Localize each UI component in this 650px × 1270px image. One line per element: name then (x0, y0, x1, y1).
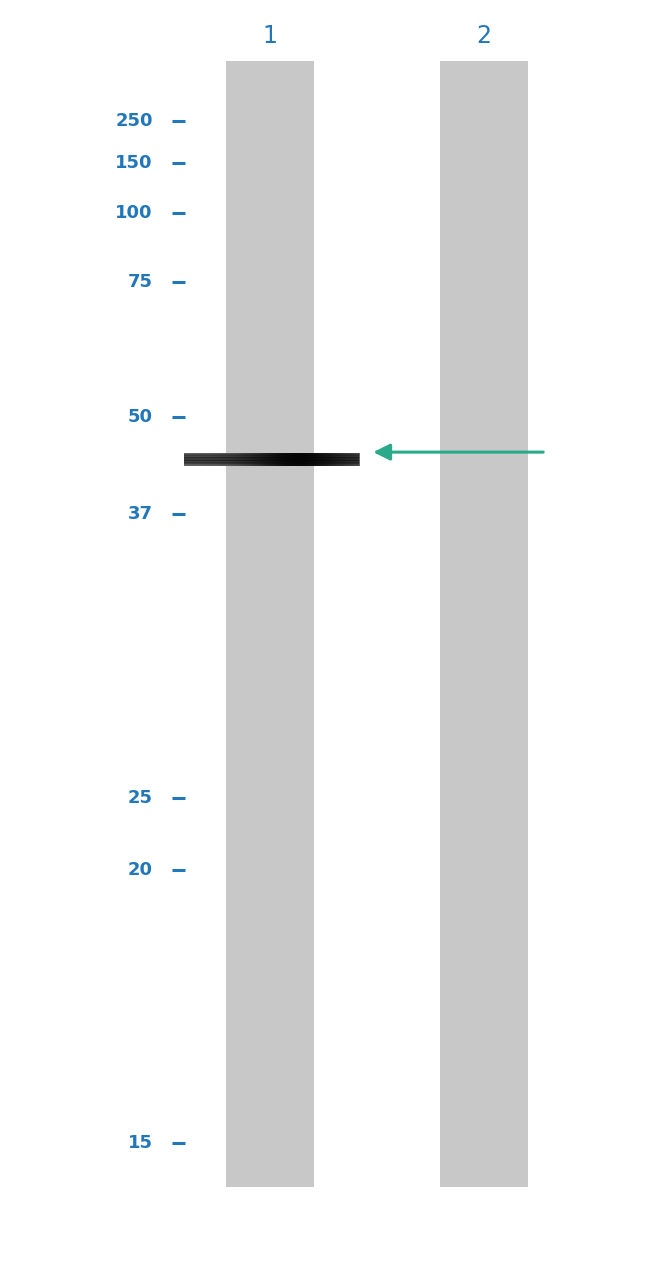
Bar (295, 453, 299, 466)
Bar (301, 453, 304, 466)
Bar (304, 453, 307, 466)
Bar (313, 453, 317, 466)
Bar (251, 453, 255, 466)
Bar (283, 453, 287, 466)
Bar (357, 453, 360, 466)
Bar (281, 453, 284, 466)
Bar (330, 453, 334, 466)
Text: 250: 250 (115, 112, 153, 130)
Bar (342, 453, 346, 466)
Bar (226, 61, 313, 1187)
Bar (199, 453, 202, 466)
Bar (216, 453, 220, 466)
Text: 37: 37 (128, 505, 153, 523)
Bar (228, 453, 231, 466)
Bar (345, 453, 348, 466)
Bar (184, 453, 188, 466)
Bar (263, 453, 266, 466)
Bar (187, 453, 190, 466)
Text: 1: 1 (263, 24, 277, 47)
Bar (321, 453, 325, 466)
Bar (207, 453, 211, 466)
Bar (354, 453, 358, 466)
Bar (307, 453, 311, 466)
Bar (333, 453, 337, 466)
Bar (254, 453, 257, 466)
Bar (213, 453, 217, 466)
Bar (324, 453, 328, 466)
Bar (248, 453, 252, 466)
Text: 50: 50 (128, 408, 153, 425)
Bar (269, 453, 272, 466)
Bar (348, 453, 351, 466)
Bar (240, 453, 243, 466)
Bar (231, 453, 235, 466)
Text: 2: 2 (476, 24, 492, 47)
Bar (237, 453, 240, 466)
Bar (278, 453, 281, 466)
Bar (287, 453, 290, 466)
Bar (272, 453, 276, 466)
Bar (339, 453, 343, 466)
Bar (351, 453, 354, 466)
Bar (328, 453, 331, 466)
Text: 20: 20 (128, 861, 153, 879)
Bar (234, 453, 237, 466)
Bar (222, 453, 226, 466)
Text: 75: 75 (128, 273, 153, 291)
Bar (298, 453, 302, 466)
Bar (336, 453, 339, 466)
Text: 100: 100 (115, 204, 153, 222)
Bar (202, 453, 205, 466)
Bar (266, 453, 270, 466)
Bar (192, 453, 196, 466)
Bar (257, 453, 261, 466)
Text: 25: 25 (128, 789, 153, 806)
Bar (441, 61, 528, 1187)
Bar (318, 453, 322, 466)
Bar (211, 453, 214, 466)
Bar (225, 453, 229, 466)
Bar (316, 453, 319, 466)
Bar (196, 453, 200, 466)
Bar (274, 453, 278, 466)
Bar (292, 453, 296, 466)
Bar (190, 453, 194, 466)
Text: 15: 15 (128, 1134, 153, 1152)
Bar (289, 453, 293, 466)
Bar (242, 453, 246, 466)
Bar (246, 453, 249, 466)
Bar (204, 453, 208, 466)
Bar (219, 453, 222, 466)
Bar (310, 453, 313, 466)
Bar (260, 453, 264, 466)
Text: 150: 150 (115, 154, 153, 171)
